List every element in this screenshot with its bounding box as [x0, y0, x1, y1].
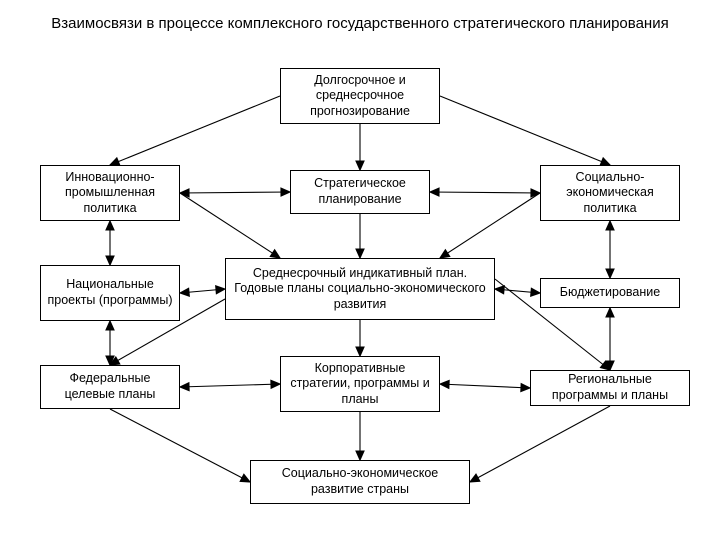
node-develop: Социально-экономическое развитие страны [250, 460, 470, 504]
node-strat: Стратегическое планирование [290, 170, 430, 214]
node-corp: Корпоративные стратегии, программы и пла… [280, 356, 440, 412]
node-forecast: Долгосрочное и среднесрочное прогнозиров… [280, 68, 440, 124]
diagram-title: Взаимосвязи в процессе комплексного госу… [0, 14, 720, 34]
node-innov: Инновационно-промышленная политика [40, 165, 180, 221]
node-indik: Среднесрочный индикативный план. Годовые… [225, 258, 495, 320]
node-natproj: Национальные проекты (программы) [40, 265, 180, 321]
node-socpol: Социально-экономическая политика [540, 165, 680, 221]
node-budget: Бюджетирование [540, 278, 680, 308]
node-regplans: Региональные программы и планы [530, 370, 690, 406]
node-fedplans: Федеральные целевые планы [40, 365, 180, 409]
